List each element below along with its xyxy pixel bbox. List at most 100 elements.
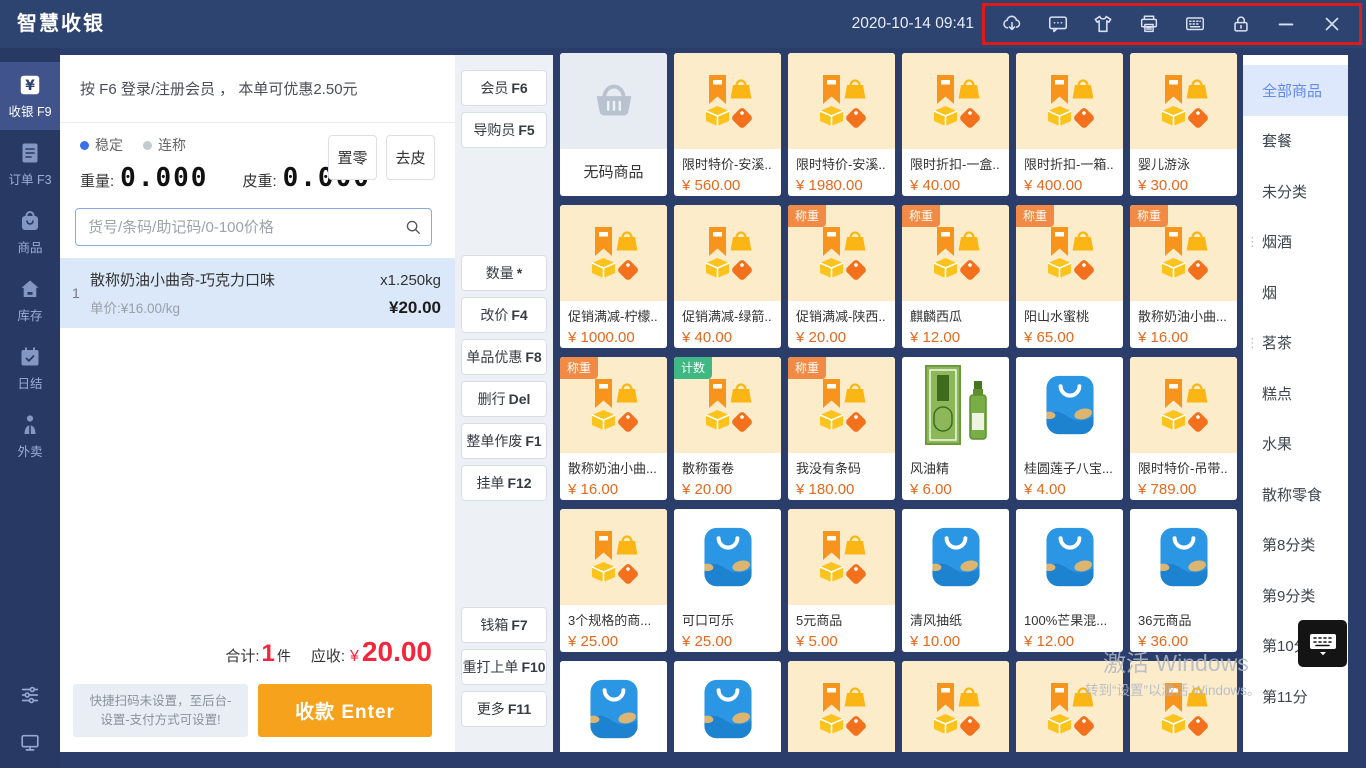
category-item[interactable]: 第9分类 — [1243, 570, 1348, 621]
product-card[interactable]: 桂圆莲子八宝... ¥ 4.00 — [1016, 357, 1123, 500]
product-card[interactable]: 100%芒果混... ¥ 12.00 — [1016, 509, 1123, 652]
virtual-keyboard-button[interactable] — [1298, 620, 1347, 667]
cart-list: 1 散称奶油小曲奇-巧克力口味 x1.250kg 单价:¥16.00/kg ¥20.00 — [60, 258, 455, 328]
product-card[interactable]: 称重 麒麟西瓜 ¥ 12.00 — [902, 205, 1009, 348]
func-button-F6[interactable]: 会员 F6 — [461, 70, 547, 106]
category-item[interactable]: 第8分类 — [1243, 520, 1348, 571]
promo-icon — [674, 205, 781, 301]
product-card[interactable] — [674, 661, 781, 752]
pay-button[interactable]: 收款 Enter — [258, 684, 432, 737]
product-card[interactable]: 风油精 ¥ 6.00 — [902, 357, 1009, 500]
category-item[interactable]: 散称零食 — [1243, 469, 1348, 520]
product-name: 散称蛋卷 — [682, 461, 735, 476]
func-button-star[interactable]: 数量 * — [461, 255, 547, 291]
func-button-F11[interactable]: 更多 F11 — [461, 691, 547, 727]
sidebar-item-orders[interactable]: 订单 F3 — [0, 130, 60, 198]
radio-stable[interactable]: 稳定 — [80, 135, 123, 155]
product-price: ¥ 10.00 — [910, 633, 961, 650]
minimize-icon[interactable] — [1275, 13, 1297, 35]
lock-icon[interactable] — [1230, 13, 1252, 35]
product-card[interactable]: 无码商品 — [560, 53, 667, 196]
func-button-F12[interactable]: 挂单 F12 — [461, 465, 547, 501]
category-item[interactable]: 糕点 — [1243, 368, 1348, 419]
category-label: 烟酒 — [1262, 234, 1293, 252]
category-item[interactable]: 水果 — [1243, 419, 1348, 470]
bag-icon — [674, 509, 781, 605]
monitor-icon[interactable] — [19, 732, 41, 754]
sidebar-item-goods[interactable]: 商品 — [0, 198, 60, 266]
category-item[interactable]: ⋮ 茗茶 — [1243, 318, 1348, 369]
product-card[interactable]: 称重 我没有条码 ¥ 180.00 — [788, 357, 895, 500]
product-card[interactable] — [902, 661, 1009, 752]
product-card[interactable]: 称重 散称奶油小曲... ¥ 16.00 — [1130, 205, 1237, 348]
category-item[interactable]: 烟 — [1243, 267, 1348, 318]
printer-icon[interactable] — [1138, 13, 1160, 35]
category-item[interactable]: 第10分 — [1243, 621, 1348, 672]
search-icon[interactable] — [404, 218, 422, 236]
order-totals: 合计: 1 件 应收: ¥ 20.00 — [225, 636, 432, 668]
product-name: 限时折扣-一盒.. — [910, 157, 1000, 172]
product-card[interactable] — [788, 661, 895, 752]
pos-panel: 按 F6 登录/注册会员 ， 本单可优惠2.50元 稳定 连称 重量: 0.00… — [60, 55, 455, 752]
product-card[interactable]: 36元商品 ¥ 36.00 — [1130, 509, 1237, 652]
product-card[interactable]: 5元商品 ¥ 5.00 — [788, 509, 895, 652]
settings-sliders-icon[interactable] — [19, 684, 41, 706]
cloud-download-icon[interactable] — [1001, 13, 1023, 35]
product-card[interactable]: 限时特价-吊带.. ¥ 789.00 — [1130, 357, 1237, 500]
product-card[interactable] — [1130, 661, 1237, 752]
product-card[interactable]: 计数 散称蛋卷 ¥ 20.00 — [674, 357, 781, 500]
red-annotation-box — [982, 3, 1362, 45]
category-item[interactable]: 第11分 — [1243, 671, 1348, 722]
member-login-bar[interactable]: 按 F6 登录/注册会员 ， 本单可优惠2.50元 — [60, 55, 455, 123]
sidebar-item-takeout[interactable]: 外卖 — [0, 402, 60, 470]
product-card[interactable]: 可口可乐 ¥ 25.00 — [674, 509, 781, 652]
promo-icon — [1130, 53, 1237, 149]
cart-item[interactable]: 1 散称奶油小曲奇-巧克力口味 x1.250kg 单价:¥16.00/kg ¥20.00 — [60, 258, 455, 328]
product-card[interactable]: 限时特价-安溪.. ¥ 1980.00 — [788, 53, 895, 196]
product-card[interactable]: 婴儿游泳 ¥ 30.00 — [1130, 53, 1237, 196]
product-card[interactable]: 促销满减-绿箭.. ¥ 40.00 — [674, 205, 781, 348]
product-card[interactable]: 清风抽纸 ¥ 10.00 — [902, 509, 1009, 652]
func-button-F8[interactable]: 单品优惠 F8 — [461, 339, 547, 375]
product-card[interactable] — [560, 661, 667, 752]
radio-continuous[interactable]: 连称 — [143, 135, 186, 155]
sidebar-item-inventory[interactable]: 库存 — [0, 266, 60, 334]
product-card[interactable]: 促销满减-柠檬.. ¥ 1000.00 — [560, 205, 667, 348]
product-card[interactable]: 限时折扣-一盒.. ¥ 40.00 — [902, 53, 1009, 196]
category-item[interactable]: 全部商品 — [1243, 65, 1348, 116]
clothing-icon[interactable] — [1092, 13, 1114, 35]
tare-button[interactable]: 去皮 — [386, 135, 435, 180]
category-item[interactable]: ⋮ 烟酒 — [1243, 217, 1348, 268]
promo-icon — [1130, 357, 1237, 453]
product-card[interactable]: 限时折扣-一箱.. ¥ 400.00 — [1016, 53, 1123, 196]
keyboard-icon[interactable] — [1184, 13, 1206, 35]
product-card[interactable]: 3个规格的商... ¥ 25.00 — [560, 509, 667, 652]
close-icon[interactable] — [1321, 13, 1343, 35]
category-item[interactable]: 未分类 — [1243, 166, 1348, 217]
product-name: 散称奶油小曲... — [1138, 309, 1227, 324]
product-card[interactable]: 限时特价-安溪.. ¥ 560.00 — [674, 53, 781, 196]
func-button-F5[interactable]: 导购员 F5 — [461, 112, 547, 148]
message-icon[interactable] — [1047, 13, 1069, 35]
product-tag-weigh: 称重 — [1130, 205, 1169, 227]
func-button-F7[interactable]: 钱箱 F7 — [461, 607, 547, 643]
product-card[interactable]: 称重 促销满减-陕西.. ¥ 20.00 — [788, 205, 895, 348]
search-input[interactable] — [75, 208, 432, 246]
promo-icon — [1016, 661, 1123, 752]
func-button-F4[interactable]: 改价 F4 — [461, 297, 547, 333]
func-button-F10[interactable]: 重打上单 F10 — [461, 649, 547, 685]
total-count: 1 — [261, 640, 275, 667]
product-name: 限时特价-安溪.. — [796, 157, 886, 172]
product-card[interactable]: 称重 散称奶油小曲... ¥ 16.00 — [560, 357, 667, 500]
func-button-F1[interactable]: 整单作废 F1 — [461, 423, 547, 459]
product-price: ¥ 40.00 — [682, 329, 733, 346]
zero-button[interactable]: 置零 — [328, 135, 377, 180]
func-button-Del[interactable]: 删行 Del — [461, 381, 547, 417]
sidebar-item-daily[interactable]: 日结 — [0, 334, 60, 402]
product-name: 婴儿游泳 — [1138, 157, 1191, 172]
category-item[interactable]: 套餐 — [1243, 116, 1348, 167]
category-label: 第9分类 — [1262, 587, 1316, 605]
product-card[interactable] — [1016, 661, 1123, 752]
product-card[interactable]: 称重 阳山水蜜桃 ¥ 65.00 — [1016, 205, 1123, 348]
sidebar-item-cashier[interactable]: ¥ 收银 F9 — [0, 62, 60, 130]
